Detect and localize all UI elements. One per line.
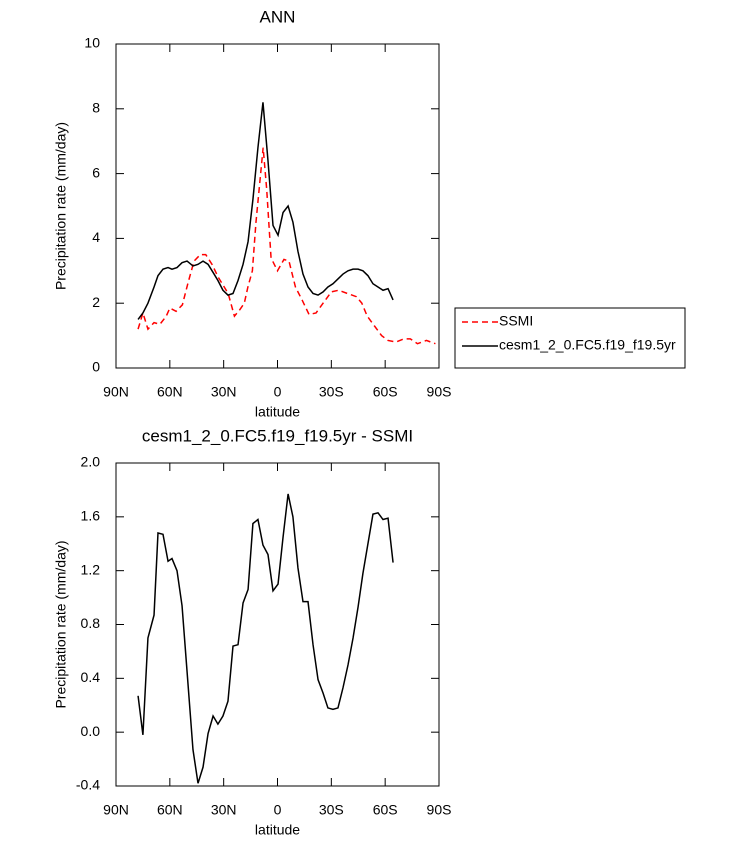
y-tick-label: 2.0 bbox=[81, 454, 101, 470]
x-tick-label: 0 bbox=[274, 802, 282, 818]
y-tick-label: 4 bbox=[92, 229, 100, 245]
x-tick-label: 90S bbox=[427, 802, 452, 818]
y-tick-label: 1.2 bbox=[81, 561, 101, 577]
data-line bbox=[137, 493, 394, 784]
x-tick-label: 30S bbox=[319, 802, 344, 818]
chart-title: cesm1_2_0.FC5.f19_f19.5yr - SSMI bbox=[142, 426, 413, 445]
chart-title: ANN bbox=[260, 7, 296, 26]
y-tick-label: 0.0 bbox=[81, 723, 101, 739]
y-tick-label: 10 bbox=[84, 35, 100, 51]
x-tick-label: 30S bbox=[319, 384, 344, 400]
x-tick-label: 0 bbox=[274, 384, 282, 400]
y-tick-label: 8 bbox=[92, 100, 100, 116]
legend-label: SSMI bbox=[499, 313, 533, 329]
x-tick-label: 90N bbox=[103, 384, 129, 400]
x-axis-label: latitude bbox=[255, 822, 300, 838]
y-tick-label: 0 bbox=[92, 359, 100, 375]
legend-box bbox=[454, 307, 686, 369]
x-tick-label: 30N bbox=[211, 802, 237, 818]
x-tick-label: 30N bbox=[211, 384, 237, 400]
y-axis-label: Precipitation rate (mm/day) bbox=[53, 540, 69, 708]
x-tick-label: 60S bbox=[373, 802, 398, 818]
x-axis-label: latitude bbox=[255, 404, 300, 420]
data-line bbox=[137, 102, 394, 320]
x-tick-label: 90S bbox=[427, 384, 452, 400]
plot-frame bbox=[115, 462, 440, 787]
y-tick-label: -0.4 bbox=[76, 777, 100, 793]
x-tick-label: 60N bbox=[157, 384, 183, 400]
x-tick-label: 60N bbox=[157, 802, 183, 818]
y-tick-label: 1.6 bbox=[81, 508, 101, 524]
y-axis-label: Precipitation rate (mm/day) bbox=[53, 122, 69, 290]
legend-label: cesm1_2_0.FC5.f19_f19.5yr bbox=[499, 337, 676, 353]
y-tick-label: 0.4 bbox=[81, 669, 101, 685]
y-tick-label: 0.8 bbox=[81, 615, 101, 631]
y-tick-label: 2 bbox=[92, 294, 100, 310]
y-tick-label: 6 bbox=[92, 164, 100, 180]
x-tick-label: 90N bbox=[103, 802, 129, 818]
data-line bbox=[137, 147, 436, 345]
x-tick-label: 60S bbox=[373, 384, 398, 400]
